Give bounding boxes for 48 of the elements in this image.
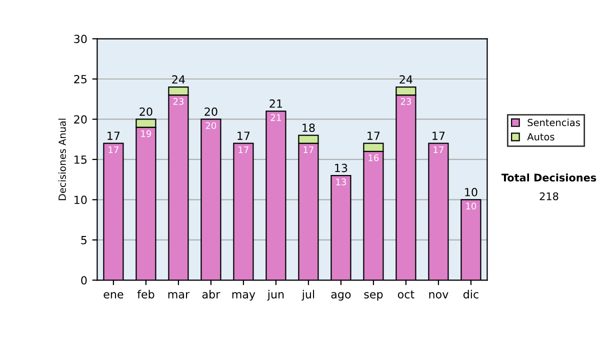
- y-tick-label: 10: [74, 196, 87, 204]
- x-tick-label: nov: [429, 292, 448, 298]
- x-tick-label: abr: [202, 290, 220, 298]
- x-tick-label: mar: [168, 292, 190, 298]
- x-tick-label: ene: [104, 292, 124, 298]
- data-label: 17: [434, 146, 444, 154]
- data-label: 16: [368, 154, 379, 162]
- y-tick-label: 30: [74, 34, 87, 44]
- data-label: 13: [336, 178, 346, 186]
- data-label: 19: [141, 130, 152, 138]
- x-tick-label: jul: [302, 290, 314, 301]
- total-label: 24: [400, 75, 412, 84]
- total-label: 17: [238, 132, 250, 140]
- x-tick-label: feb: [137, 290, 154, 298]
- y-tick-label: 25: [74, 74, 87, 84]
- total-label: 17: [368, 132, 380, 140]
- x-tick-label: jun: [267, 290, 284, 301]
- data-label: 17: [108, 146, 118, 154]
- data-label: 20: [206, 122, 216, 130]
- total-label: 24: [172, 75, 185, 84]
- x-tick-label: dic: [463, 290, 478, 298]
- y-tick-label: 5: [81, 236, 87, 244]
- legend-label: Autos: [527, 133, 554, 140]
- data-label: 17: [238, 146, 248, 154]
- y-axis-title: Decisiones Anual: [58, 118, 66, 200]
- data-label: 10: [466, 202, 476, 210]
- x-tick-label: oct: [398, 290, 414, 298]
- x-tick-label: sep: [364, 292, 383, 301]
- data-label: 23: [173, 98, 184, 105]
- data-label: 21: [270, 114, 281, 121]
- total-label: 20: [204, 107, 218, 116]
- data-label: 23: [400, 98, 411, 105]
- total-label: 20: [140, 107, 152, 116]
- text: 218: [540, 192, 558, 200]
- y-tick-label: 0: [81, 276, 87, 285]
- y-tick-label: 20: [74, 115, 87, 124]
- total-label: 17: [108, 132, 120, 140]
- total-label: 13: [335, 164, 348, 172]
- text: Total Decisiones: [501, 173, 596, 182]
- total-label: 21: [270, 99, 282, 108]
- total-label: 18: [302, 124, 315, 132]
- x-tick-label: may: [232, 292, 256, 301]
- data-label: 17: [304, 146, 314, 154]
- total-label: 10: [465, 188, 478, 196]
- y-tick-label: 15: [74, 156, 87, 164]
- x-tick-label: ago: [331, 292, 351, 301]
- legend-label: Sentencias: [528, 118, 580, 126]
- total-label: 17: [432, 132, 445, 140]
